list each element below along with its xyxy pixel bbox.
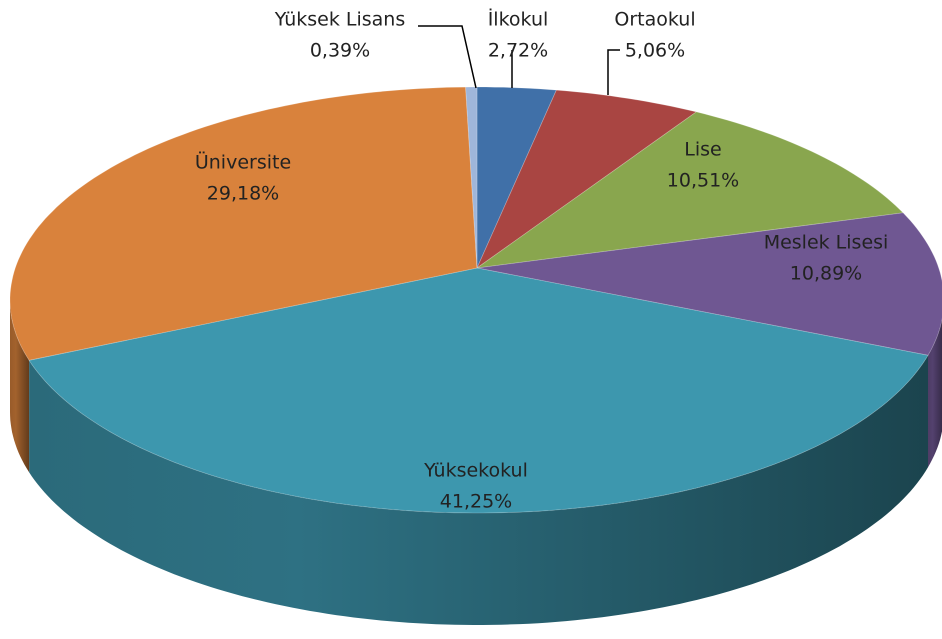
slice-value-label: 10,51%	[667, 170, 739, 192]
pie-slice	[476, 111, 904, 269]
slice-label: Ortaokul	[614, 9, 695, 31]
slice-label: Meslek Lisesi	[764, 232, 889, 254]
pie-slice-side	[10, 300, 30, 473]
slice-label: Üniversite	[195, 151, 291, 174]
slice-value-label: 41,25%	[440, 491, 512, 513]
leader-line	[607, 49, 620, 95]
slice-label: İlkokul	[488, 8, 549, 31]
pie-slice	[476, 86, 557, 269]
slice-value-label: 29,18%	[207, 183, 279, 205]
slice-label: Yüksekokul	[423, 460, 528, 482]
slice-value-label: 2,72%	[488, 40, 548, 62]
slice-label: Yüksek Lisans	[274, 9, 405, 31]
pie-slice	[465, 86, 478, 269]
pie-slice	[476, 212, 942, 356]
pie-slice	[9, 86, 478, 361]
slice-value-label: 10,89%	[790, 263, 862, 285]
pie-slice-side	[928, 319, 942, 468]
pie-slice	[28, 267, 929, 514]
slice-value-label: 0,39%	[310, 40, 370, 62]
slice-label: Lise	[684, 139, 721, 161]
slice-value-label: 5,06%	[625, 40, 685, 62]
pie-slice	[476, 89, 698, 270]
leader-line	[418, 25, 477, 89]
pie-slice-side	[29, 355, 929, 625]
